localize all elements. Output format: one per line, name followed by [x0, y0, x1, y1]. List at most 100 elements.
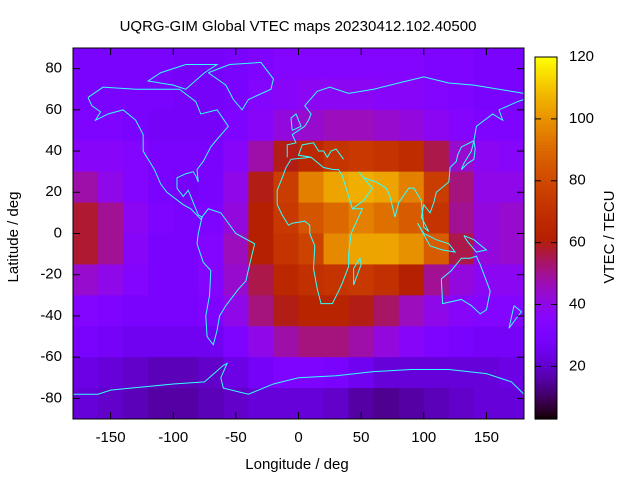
colorbar-swatch [535, 87, 557, 91]
heatmap-cell [298, 202, 325, 234]
heatmap-cell [398, 202, 425, 234]
colorbar-swatch [535, 379, 557, 384]
heatmap-cell [223, 202, 249, 234]
heatmap-cell [148, 233, 174, 265]
heatmap-cell [98, 202, 124, 234]
heatmap-cell [448, 202, 475, 234]
colorbar-tick-label: 100 [569, 110, 594, 127]
colorbar-swatch [535, 195, 557, 200]
heatmap-cell [173, 171, 199, 204]
heatmap-cell [123, 357, 149, 389]
heatmap-cell [473, 264, 500, 296]
heatmap-cell [173, 264, 199, 296]
heatmap-cell [448, 109, 475, 142]
coastline [148, 64, 217, 89]
heatmap-cell [373, 140, 400, 173]
colorbar-swatch [535, 129, 557, 134]
heatmap-cell [173, 388, 199, 420]
colorbar-swatch [535, 72, 557, 76]
heatmap-cell [473, 171, 500, 204]
heatmap-cell [98, 78, 124, 111]
colorbar-swatch [535, 331, 557, 336]
colorbar-swatch [535, 153, 557, 158]
heatmap-cell [273, 295, 299, 327]
colorbar-swatch [535, 397, 557, 402]
heatmap-cell [348, 171, 375, 204]
heatmap-cell [223, 326, 249, 358]
colorbar-tick-label: 40 [569, 295, 586, 312]
colorbar-swatch [535, 316, 557, 321]
heatmap-cell [298, 109, 325, 142]
coastline [441, 256, 490, 314]
heatmap-cell [73, 326, 99, 358]
heatmap-cell [448, 295, 475, 327]
colorbar-swatch [535, 325, 557, 330]
colorbar-swatch [535, 63, 557, 67]
heatmap-cell [123, 233, 149, 265]
heatmap-cell [198, 295, 224, 327]
colorbar-swatch [535, 262, 557, 266]
colorbar-swatch [535, 126, 557, 130]
colorbar-swatch [535, 376, 557, 381]
colorbar-swatch [535, 219, 557, 224]
heatmap-cell [498, 202, 525, 234]
heatmap-cell [323, 326, 350, 358]
colorbar-swatch [535, 373, 557, 378]
coastline [299, 100, 525, 232]
y-tick-label: -20 [40, 266, 62, 283]
heatmap-cell [123, 388, 149, 420]
heatmap-cell [248, 202, 274, 234]
y-tick-label: 60 [45, 101, 62, 118]
heatmap-cell [423, 78, 450, 111]
colorbar-swatch [535, 99, 557, 103]
heatmap-cell [98, 109, 124, 142]
y-tick-label: -40 [40, 307, 62, 324]
heatmap-cell [398, 109, 425, 142]
colorbar-swatch [535, 406, 557, 411]
heatmap-cell [123, 78, 149, 111]
colorbar-swatch [535, 259, 557, 263]
colorbar-swatch [535, 370, 557, 375]
heatmap-cell [273, 78, 299, 111]
heatmap-cell [223, 109, 249, 142]
heatmap-cell [373, 388, 400, 420]
heatmap-cell [423, 171, 450, 204]
colorbar-swatch [535, 307, 557, 311]
colorbar-swatch [535, 409, 557, 414]
x-axis-label: Longitude / deg [245, 456, 348, 473]
y-tick-label: -80 [40, 389, 62, 406]
heatmap-cell [498, 357, 525, 389]
heatmap-cell [373, 357, 400, 389]
colorbar-swatch [535, 286, 557, 290]
heatmap-cell [123, 48, 149, 80]
heatmap-cell [173, 326, 199, 358]
x-tick-label: 150 [474, 429, 499, 446]
colorbar-swatch [535, 412, 557, 417]
colorbar-swatch [535, 96, 557, 100]
heatmap-cell [248, 171, 274, 204]
heatmap-cell [423, 233, 450, 265]
colorbar-swatch [535, 304, 557, 308]
colorbar-swatch [535, 174, 557, 179]
heatmap-cell [173, 109, 199, 142]
x-tick-label: 100 [411, 429, 436, 446]
colorbar-swatch [535, 186, 557, 191]
colorbar-swatch [535, 280, 557, 284]
x-tick-label: -150 [96, 429, 126, 446]
colorbar-swatch [535, 171, 557, 176]
heatmap-cell [373, 202, 400, 234]
heatmap-cell [73, 264, 99, 296]
colorbar-swatch [535, 337, 557, 342]
colorbar-swatch [535, 355, 557, 360]
heatmap-cell [248, 233, 274, 265]
heatmap-cell [248, 295, 274, 327]
colorbar-swatch [535, 388, 557, 393]
colorbar-swatch [535, 132, 557, 137]
heatmap-cell [348, 326, 375, 358]
heatmap-cell [223, 264, 249, 296]
colorbar-swatch [535, 180, 557, 185]
coastline [291, 114, 301, 130]
colorbar-tick-label: 60 [569, 234, 586, 251]
heatmap-cell [498, 78, 525, 111]
heatmap-cell [448, 264, 475, 296]
